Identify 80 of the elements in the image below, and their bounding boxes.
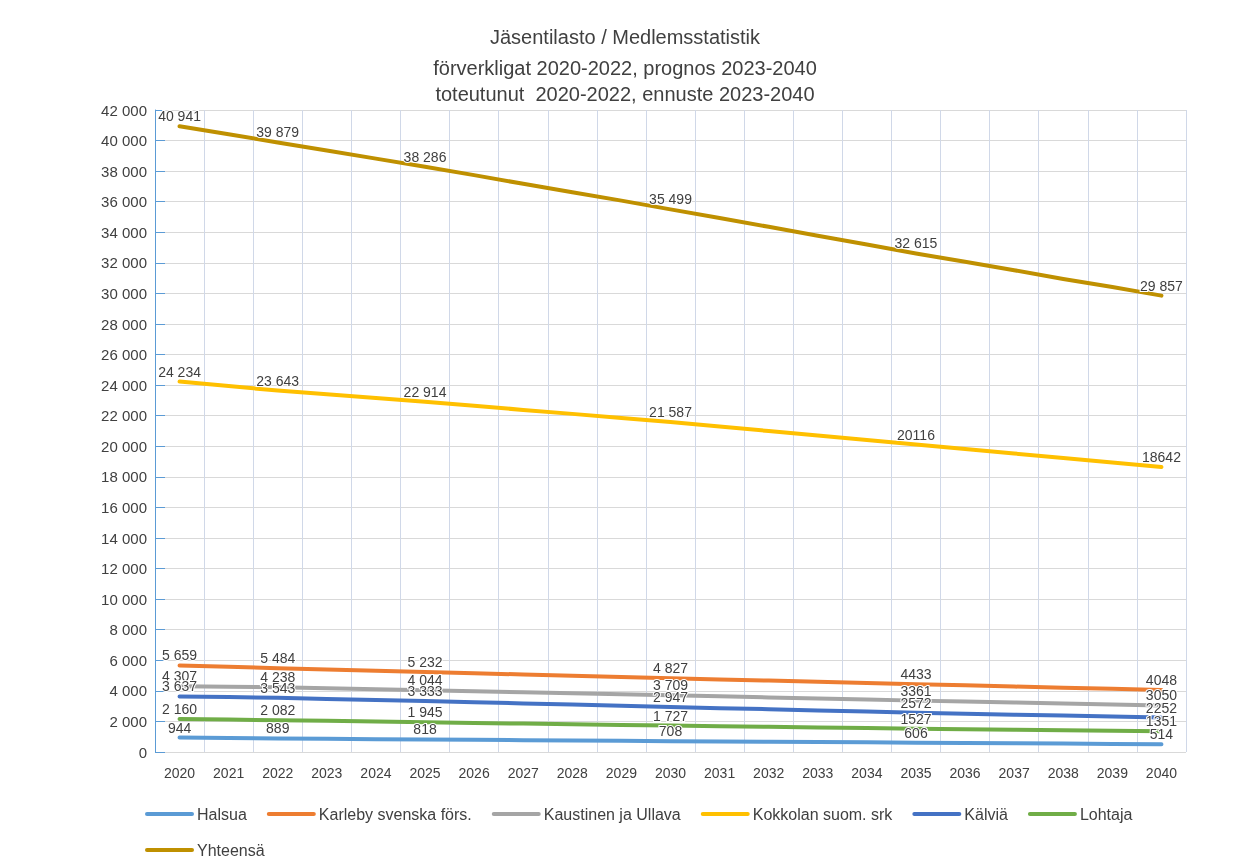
data-label: 32 615 — [894, 235, 938, 252]
data-label: 18642 — [1141, 449, 1182, 466]
data-label: 944 — [167, 719, 192, 736]
y-tick-label: 34 000 — [101, 223, 147, 241]
data-label: 22 914 — [403, 383, 447, 400]
data-label: 818 — [413, 721, 437, 738]
data-label: 29 857 — [1140, 277, 1184, 294]
y-tick-label: 38 000 — [101, 162, 147, 180]
x-tick-label: 2038 — [1047, 765, 1080, 781]
legend-label: Kaustinen ja Ullava — [543, 805, 681, 823]
x-tick-label: 2022 — [262, 765, 294, 781]
data-label: 24 234 — [158, 363, 202, 380]
x-tick-label: 2030 — [654, 765, 687, 781]
y-tick-label: 18 000 — [101, 468, 147, 486]
x-tick-label: 2032 — [753, 765, 785, 781]
y-tick-label: 40 000 — [101, 132, 147, 150]
x-tick-label: 2028 — [556, 765, 589, 781]
data-label: 35 499 — [649, 191, 693, 208]
data-label: 1 727 — [652, 707, 689, 724]
y-tick-label: 30 000 — [101, 284, 147, 302]
legend-label: Lohtaja — [1079, 805, 1133, 823]
data-label: 4 827 — [652, 660, 689, 677]
data-label: 20116 — [897, 426, 936, 443]
data-label: 2 160 — [162, 700, 198, 717]
x-tick-label: 2031 — [704, 765, 736, 781]
data-label: 40 941 — [158, 108, 202, 125]
y-tick-label: 16 000 — [101, 498, 147, 516]
y-tick-label: 22 000 — [101, 407, 147, 425]
x-tick-label: 2036 — [949, 765, 981, 781]
x-tick-label: 2026 — [458, 765, 490, 781]
legend-label: Karleby svenska förs. — [318, 805, 472, 823]
y-tick-label: 0 — [138, 743, 147, 761]
y-tick-label: 36 000 — [101, 193, 147, 211]
data-label: 3361 — [900, 682, 932, 699]
data-label: 708 — [658, 723, 683, 740]
chart-subtitle: förverkligat 2020-2022, prognos 2023-2040 toteutunut 2020-2022, ennuste 2023-2040 — [433, 57, 817, 105]
x-tick-label: 2025 — [409, 765, 441, 781]
x-tick-label: 2029 — [605, 765, 638, 781]
data-label: 5 659 — [162, 647, 198, 664]
x-tick-label: 2039 — [1096, 765, 1129, 781]
y-tick-label: 12 000 — [101, 560, 147, 578]
x-tick-label: 2027 — [507, 765, 539, 781]
x-tick-label: 2021 — [213, 765, 245, 781]
y-tick-label: 8 000 — [109, 621, 147, 639]
legend-label: Halsua — [197, 805, 247, 823]
data-label: 4048 — [1145, 672, 1178, 689]
x-tick-label: 2040 — [1145, 765, 1178, 781]
x-tick-label: 2037 — [998, 765, 1030, 781]
x-tick-label: 2035 — [900, 765, 932, 781]
data-label: 1 945 — [407, 704, 443, 721]
y-tick-label: 14 000 — [101, 529, 147, 547]
x-tick-label: 2034 — [851, 765, 883, 781]
legend-label: Yhteensä — [197, 841, 265, 859]
data-label: 39 879 — [256, 124, 300, 141]
x-tick-label: 2033 — [802, 765, 834, 781]
x-tick-label: 2020 — [163, 765, 196, 781]
y-tick-label: 32 000 — [101, 254, 147, 272]
y-tick-label: 6 000 — [109, 651, 147, 669]
x-tick-label: 2023 — [311, 765, 343, 781]
legend-label: Kälviä — [964, 805, 1009, 823]
data-label: 889 — [266, 720, 290, 737]
data-label: 23 643 — [256, 372, 300, 389]
data-label: 5 484 — [260, 650, 296, 667]
x-tick-label: 2024 — [360, 765, 392, 781]
y-tick-label: 4 000 — [109, 682, 147, 700]
y-tick-label: 2 000 — [109, 712, 147, 730]
data-label: 38 286 — [403, 148, 447, 165]
legend-label: Kokkolan suom. srk — [752, 805, 894, 823]
y-tick-label: 26 000 — [101, 346, 147, 364]
data-label: 4433 — [900, 666, 932, 683]
data-label: 5 232 — [407, 654, 443, 671]
y-tick-label: 24 000 — [101, 376, 147, 394]
data-label: 21 587 — [649, 404, 693, 421]
data-label: 2 082 — [260, 702, 296, 719]
y-tick-label: 42 000 — [101, 101, 147, 119]
y-tick-label: 28 000 — [101, 315, 147, 333]
data-label: 1527 — [900, 710, 932, 727]
y-tick-label: 20 000 — [101, 437, 147, 455]
y-tick-label: 10 000 — [101, 590, 147, 608]
chart-title: Jäsentilasto / Medlemsstatistik — [489, 26, 762, 48]
